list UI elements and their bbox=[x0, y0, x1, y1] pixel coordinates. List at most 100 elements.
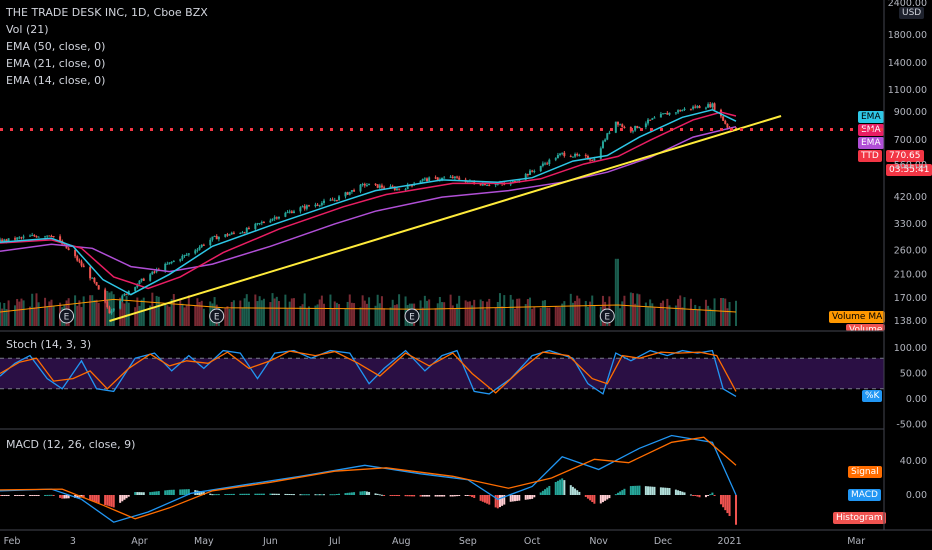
macd-histogram-bar bbox=[563, 480, 566, 495]
macd-histogram-bar bbox=[245, 493, 248, 495]
study-ema50[interactable]: EMA (50, close, 0) bbox=[6, 40, 106, 53]
currency-label: USD bbox=[899, 7, 925, 19]
stoch-title[interactable]: Stoch (14, 3, 3) bbox=[6, 338, 92, 351]
study-volume[interactable]: Vol (21) bbox=[6, 23, 49, 36]
candle-body bbox=[584, 154, 587, 157]
macd-histogram-bar bbox=[516, 495, 519, 501]
candle-body bbox=[93, 277, 96, 283]
earnings-marker-label: E bbox=[409, 313, 415, 323]
macd-histogram-bar bbox=[574, 488, 577, 495]
volume-bar bbox=[393, 305, 396, 326]
candle-body bbox=[209, 239, 212, 246]
candle-body bbox=[374, 183, 377, 185]
macd-histogram-bar bbox=[473, 495, 476, 499]
volume-bar bbox=[668, 305, 671, 326]
macd-histogram-bar bbox=[93, 495, 96, 502]
volume-bar bbox=[441, 302, 444, 326]
macd-histogram-bar bbox=[277, 493, 280, 495]
macd-histogram-bar bbox=[544, 489, 547, 495]
signal-label: Signal bbox=[848, 466, 882, 478]
countdown-label: 03:55:41 bbox=[886, 164, 932, 176]
macd-histogram-bar bbox=[140, 492, 143, 495]
candle-body bbox=[529, 170, 532, 175]
candle-body bbox=[539, 165, 542, 172]
candle-body bbox=[307, 205, 310, 207]
candle-body bbox=[353, 190, 356, 192]
volume-bar bbox=[16, 298, 19, 326]
macd-histogram-bar bbox=[125, 495, 128, 499]
candle-body bbox=[7, 238, 10, 242]
macd-histogram-bar bbox=[97, 495, 100, 503]
candle-body bbox=[346, 192, 349, 195]
macd-histogram-bar bbox=[307, 494, 310, 496]
volume-ma-label: Volume MA bbox=[829, 311, 886, 323]
volume-bar bbox=[496, 302, 499, 326]
candle-body bbox=[108, 307, 111, 314]
candle-body bbox=[258, 223, 261, 225]
macd-histogram-bar bbox=[5, 495, 8, 496]
last-price-label: 770.65 bbox=[886, 150, 924, 162]
macd-histogram-bar bbox=[436, 495, 439, 497]
volume-bar bbox=[125, 295, 128, 326]
volume-bar bbox=[93, 300, 96, 326]
volume-bar bbox=[224, 307, 227, 326]
macd-histogram-bar bbox=[168, 489, 171, 495]
candle-body bbox=[232, 232, 235, 234]
price-tick-label: 420.00 bbox=[894, 192, 927, 203]
volume-bar bbox=[707, 305, 710, 326]
macd-histogram-bar bbox=[711, 492, 714, 495]
volume-bar bbox=[275, 296, 278, 326]
candle-body bbox=[644, 123, 647, 128]
volume-bar bbox=[662, 300, 665, 326]
macd-histogram-bar bbox=[108, 495, 111, 507]
time-tick-label: May bbox=[194, 536, 214, 547]
macd-histogram-bar bbox=[170, 489, 173, 495]
study-ema21[interactable]: EMA (21, close, 0) bbox=[6, 57, 106, 70]
volume-bar bbox=[404, 296, 407, 326]
volume-bar bbox=[636, 293, 639, 326]
macd-histogram-bar bbox=[571, 486, 574, 495]
volume-bar bbox=[434, 308, 437, 326]
macd-histogram-bar bbox=[419, 495, 422, 497]
chart-title: THE TRADE DESK INC, 1D, Cboe BZX bbox=[6, 6, 208, 19]
candle-body bbox=[123, 293, 126, 296]
volume-bar bbox=[546, 307, 549, 326]
macd-histogram-bar bbox=[346, 492, 349, 495]
candle-body bbox=[348, 191, 351, 195]
candle-body bbox=[428, 177, 431, 182]
macd-histogram-bar bbox=[14, 495, 17, 496]
earnings-marker-label: E bbox=[604, 313, 610, 323]
macd-histogram-bar bbox=[541, 490, 544, 495]
candle-body bbox=[698, 106, 701, 109]
volume-bar bbox=[230, 301, 233, 326]
volume-bar bbox=[374, 305, 377, 326]
candle-body bbox=[185, 254, 188, 256]
candle-body bbox=[104, 289, 107, 302]
volume-bar bbox=[569, 293, 572, 326]
candle-body bbox=[533, 171, 536, 173]
volume-bar bbox=[350, 302, 353, 326]
volume-bar bbox=[632, 293, 635, 326]
macd-histogram-bar bbox=[284, 493, 287, 495]
volume-bar bbox=[290, 298, 293, 326]
macd-histogram-bar bbox=[89, 495, 92, 501]
macd-histogram-bar bbox=[353, 492, 356, 495]
candle-body bbox=[398, 188, 401, 190]
macd-title[interactable]: MACD (12, 26, close, 9) bbox=[6, 438, 136, 451]
candle-body bbox=[245, 228, 248, 233]
macd-histogram-bar bbox=[509, 495, 512, 502]
candle-body bbox=[574, 154, 577, 157]
candle-body bbox=[601, 141, 604, 149]
candle-body bbox=[449, 176, 452, 178]
volume-bar bbox=[166, 305, 169, 326]
volume-bar bbox=[453, 308, 456, 326]
candle-body bbox=[226, 234, 229, 236]
study-ema14[interactable]: EMA (14, close, 0) bbox=[6, 74, 106, 87]
volume-bar bbox=[456, 303, 459, 326]
macd-histogram-bar bbox=[389, 495, 392, 496]
candle-body bbox=[230, 232, 233, 235]
volume-bar bbox=[307, 306, 310, 326]
macd-histogram-bar bbox=[157, 491, 160, 495]
macd-histogram-bar bbox=[200, 491, 203, 495]
